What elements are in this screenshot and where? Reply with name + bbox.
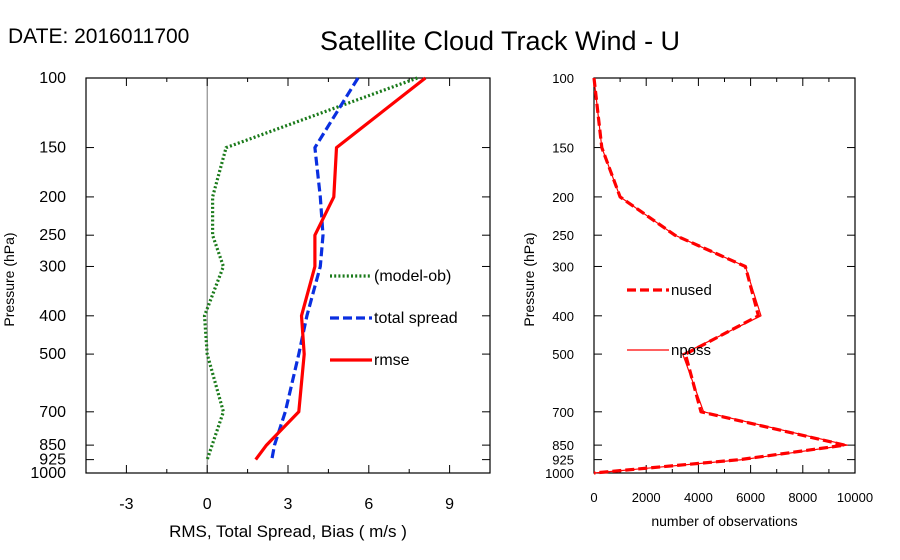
y-tick-label: 100 — [552, 71, 574, 86]
x-tick-label: 4000 — [684, 490, 713, 505]
y-tick-label: 300 — [39, 258, 66, 275]
legend-label: total spread — [374, 310, 458, 327]
x-tick-label: 2000 — [632, 490, 661, 505]
x-tick-label: 0 — [590, 490, 597, 505]
x-tick-label: -3 — [119, 496, 133, 513]
plot-frame — [593, 77, 856, 474]
chart-title: Satellite Cloud Track Wind - U — [320, 26, 680, 56]
y-tick-label: 500 — [39, 346, 66, 363]
y-tick-label: 700 — [552, 405, 574, 420]
y-tick-label: 150 — [552, 141, 574, 156]
y-tick-label: 100 — [39, 70, 66, 87]
y-tick-label: 400 — [39, 308, 66, 325]
y-tick-label: 925 — [552, 453, 574, 468]
y-axis-label: Pressure (hPa) — [1, 232, 17, 326]
x-axis-label: number of observations — [651, 513, 797, 529]
x-tick-label: 6000 — [736, 490, 765, 505]
x-tick-label: 9 — [445, 496, 454, 513]
x-tick-label: 10000 — [837, 490, 873, 505]
y-tick-label: 200 — [39, 189, 66, 206]
series-line-rmse — [254, 76, 427, 461]
y-tick-label: 850 — [39, 437, 66, 454]
legend-label: nused — [671, 282, 712, 299]
y-tick-label: 250 — [39, 227, 66, 244]
series-line-nused — [592, 77, 847, 475]
y-axis-label: Pressure (hPa) — [521, 232, 537, 326]
date-label: DATE: 2016011700 — [8, 25, 189, 48]
legend-label: rmse — [374, 352, 410, 369]
y-tick-label: 700 — [39, 404, 66, 421]
y-tick-label: 300 — [552, 259, 574, 274]
y-tick-label: 200 — [552, 190, 574, 205]
y-tick-label: 500 — [552, 347, 574, 362]
x-tick-label: 3 — [284, 496, 293, 513]
y-tick-label: 150 — [39, 140, 66, 157]
y-tick-label: 925 — [39, 452, 66, 469]
x-tick-label: 6 — [364, 496, 373, 513]
series-line-nposs — [593, 77, 848, 474]
x-tick-label: 8000 — [788, 490, 817, 505]
y-tick-label: 850 — [552, 438, 574, 453]
y-tick-label: 1000 — [30, 465, 66, 482]
x-axis-label: RMS, Total Spread, Bias ( m/s ) — [169, 522, 407, 541]
legend-label: nposs — [671, 342, 711, 359]
series-line-total-spread — [270, 77, 360, 460]
y-tick-label: 1000 — [545, 466, 574, 481]
y-tick-label: 250 — [552, 228, 574, 243]
legend-label: (model-ob) — [374, 268, 451, 285]
y-tick-label: 400 — [552, 309, 574, 324]
x-tick-label: 0 — [203, 496, 212, 513]
